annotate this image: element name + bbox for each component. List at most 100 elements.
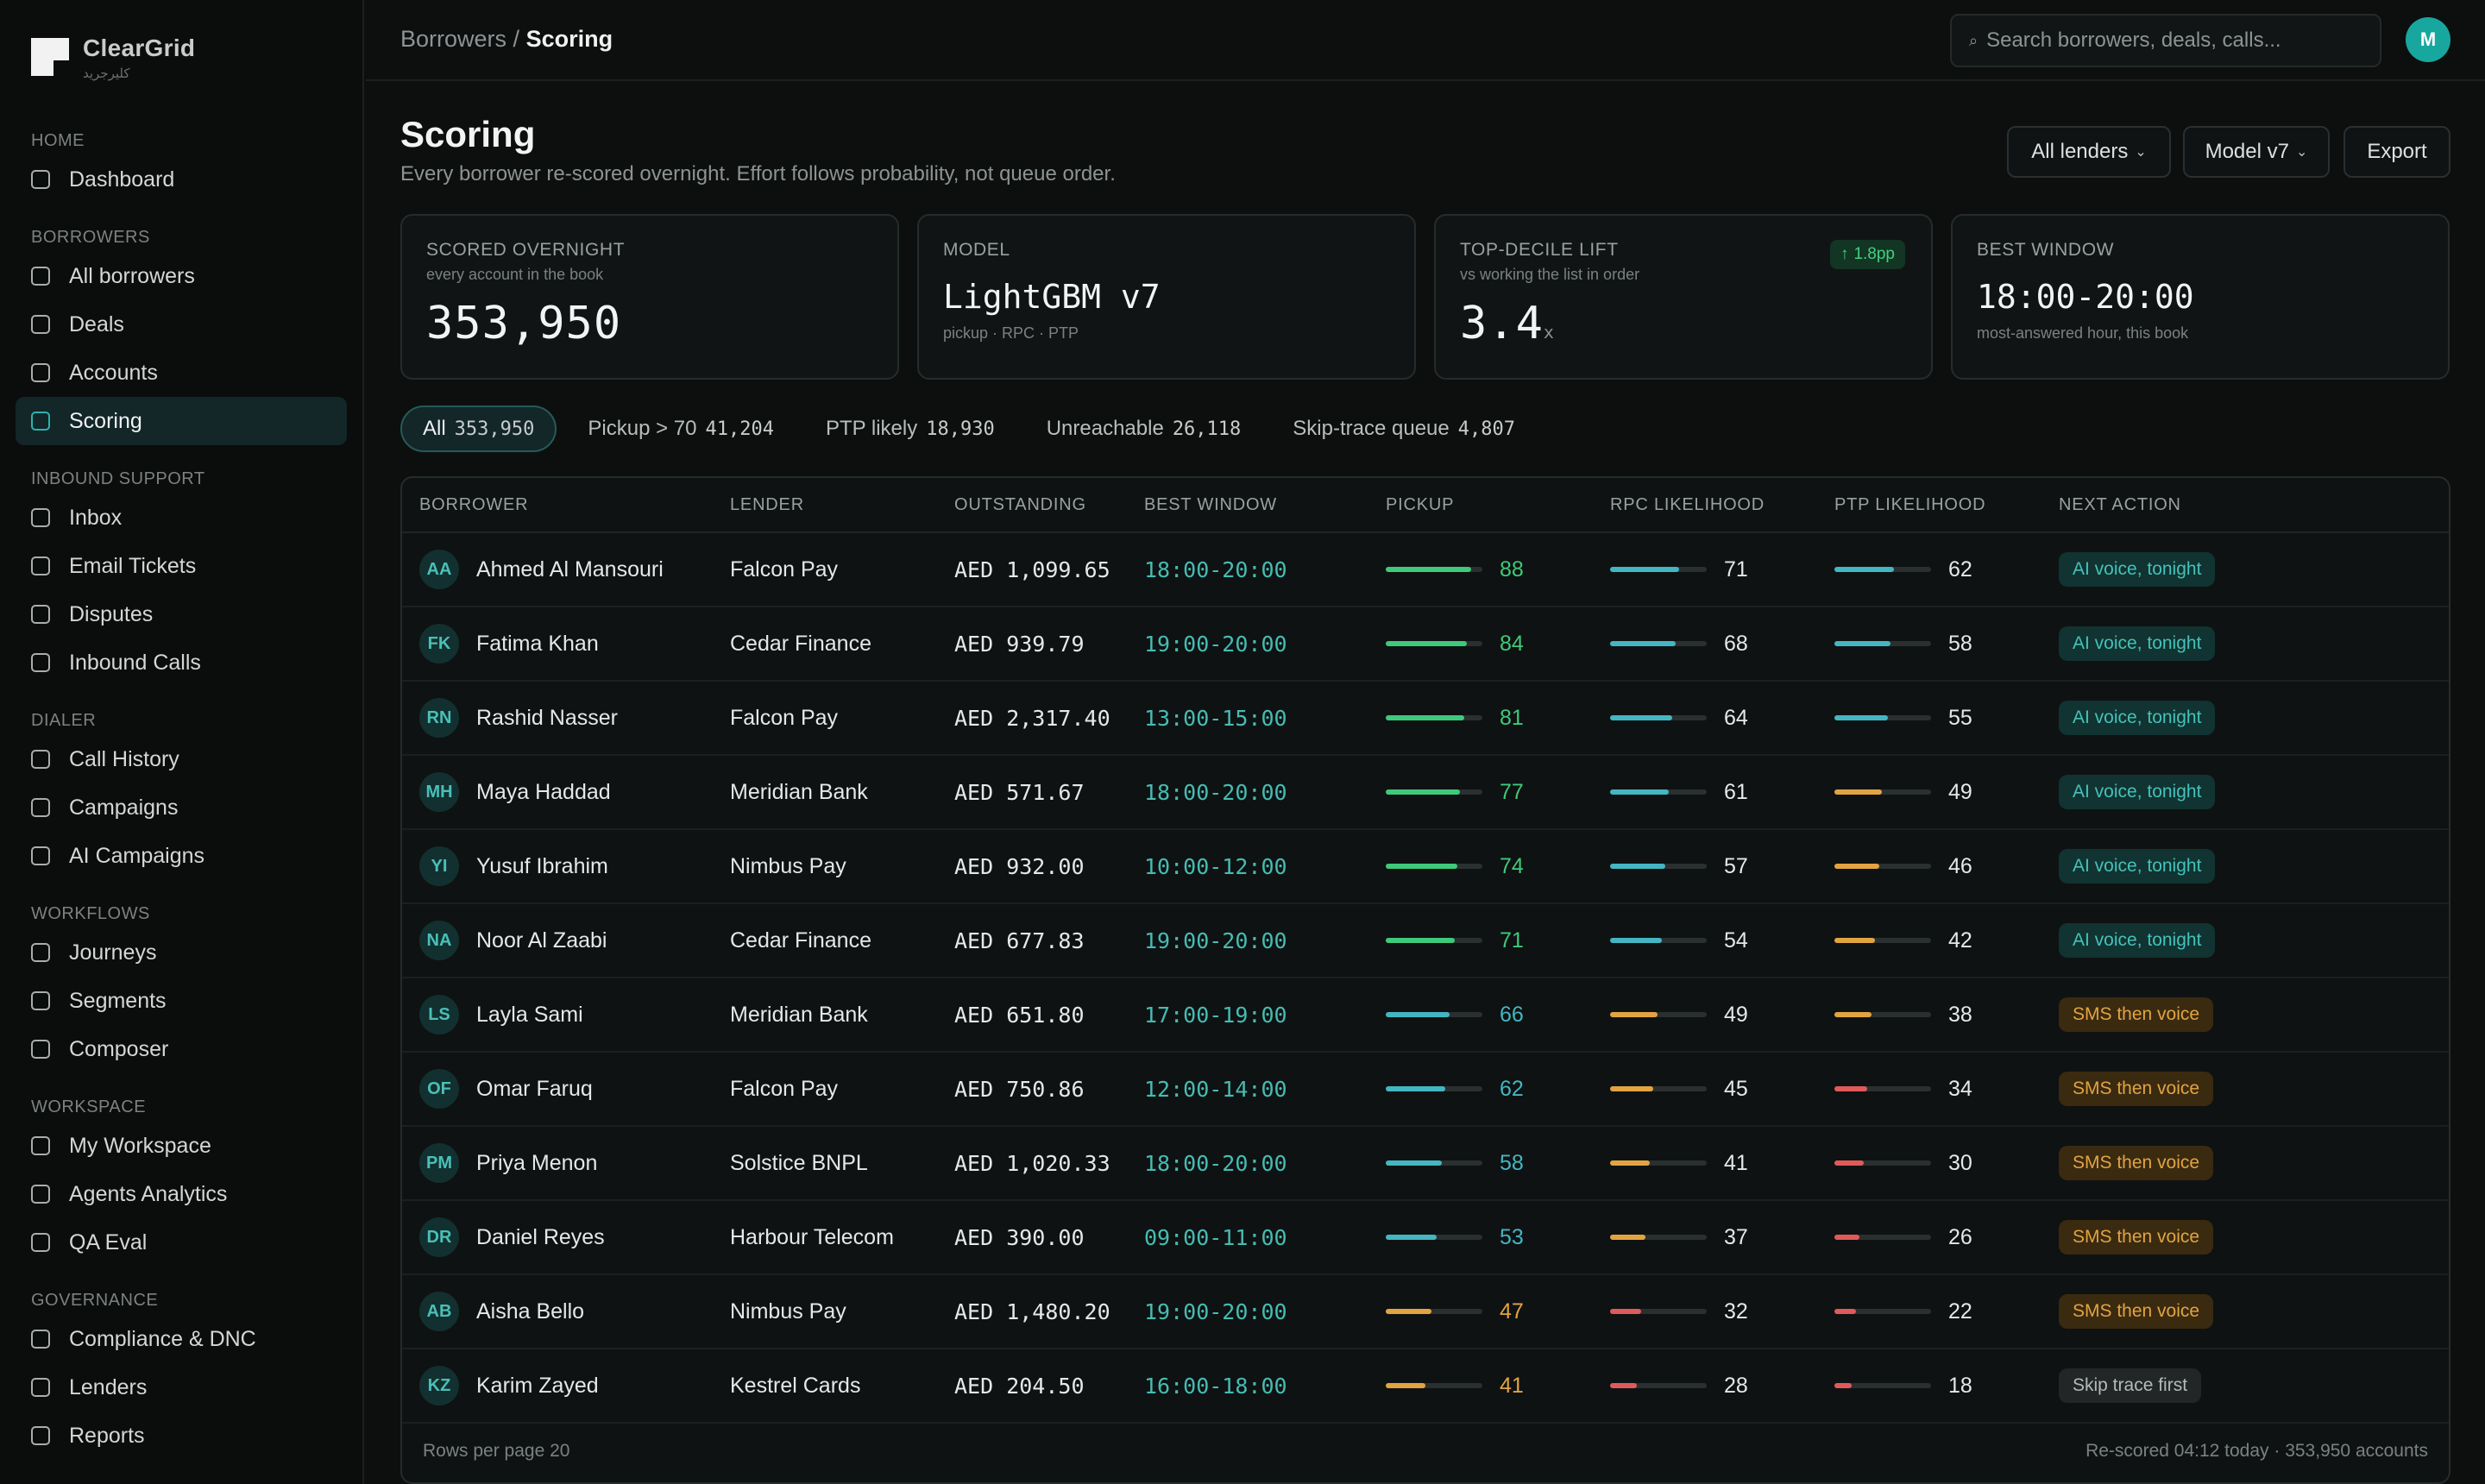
ptp-likelihood-value: 55 [1948, 705, 1972, 730]
column-header-next-action: NEXT ACTION [2059, 494, 2181, 514]
sidebar-item-qa-eval[interactable]: QA Eval [16, 1218, 347, 1267]
lender-cell: Falcon Pay [730, 556, 839, 582]
table-row[interactable]: MH Maya Haddad Meridian Bank AED 571.67 18:0… [402, 756, 2449, 830]
column-header-best-window: BEST WINDOW [1144, 494, 1277, 514]
borrower-name[interactable]: Noor Al Zaabi [476, 928, 607, 953]
sidebar-item-inbound-calls[interactable]: Inbound Calls [16, 638, 347, 687]
borrower-name[interactable]: Maya Haddad [476, 779, 611, 804]
kpi-hint: pickup · RPC · PTP [943, 324, 1079, 342]
next-action-badge[interactable]: SMS then voice [2059, 997, 2214, 1032]
sidebar-item-accounts[interactable]: Accounts [16, 349, 347, 397]
filter-chip-unreachable[interactable]: Unreachable 26,118 [1026, 406, 1262, 452]
rows-per-page[interactable]: Rows per page 20 [423, 1441, 570, 1461]
sidebar-item-all-borrowers[interactable]: All borrowers [16, 252, 347, 300]
rpc-likelihood-bar-fill [1610, 1309, 1641, 1314]
checkbox-icon [31, 1378, 50, 1397]
borrower-name[interactable]: Rashid Nasser [476, 705, 618, 730]
next-action-badge[interactable]: SMS then voice [2059, 1072, 2214, 1106]
sidebar-item-disputes[interactable]: Disputes [16, 590, 347, 638]
sidebar-item-inbox[interactable]: Inbox [16, 494, 347, 542]
ptp-likelihood-value: 26 [1948, 1224, 1972, 1249]
sidebar-item-my-workspace[interactable]: My Workspace [16, 1122, 347, 1170]
sidebar-item-label: Compliance & DNC [69, 1326, 256, 1351]
sidebar-item-ai-campaigns[interactable]: AI Campaigns [16, 832, 347, 880]
ptp-likelihood: 58 [1834, 632, 2059, 657]
pickup: 81 [1386, 706, 1610, 731]
table-row[interactable]: DR Daniel Reyes Harbour Telecom AED 390.00 0… [402, 1201, 2449, 1275]
borrower-name[interactable]: Omar Faruq [476, 1076, 593, 1101]
borrower-name[interactable]: Aisha Bello [476, 1298, 585, 1324]
table-row[interactable]: LS Layla Sami Meridian Bank AED 651.80 17:00… [402, 978, 2449, 1053]
rpc-likelihood-value: 45 [1724, 1076, 1748, 1101]
table-row[interactable]: YI Yusuf Ibrahim Nimbus Pay AED 932.00 10:00… [402, 830, 2449, 904]
sidebar-item-scoring[interactable]: Scoring [16, 397, 347, 445]
filter-chip-all[interactable]: All 353,950 [400, 406, 557, 452]
user-avatar[interactable]: M [2406, 17, 2450, 62]
next-action-badge[interactable]: AI voice, tonight [2059, 775, 2216, 809]
sidebar-item-label: AI Campaigns [69, 843, 205, 868]
borrower-avatar: PM [419, 1143, 459, 1183]
borrower-name[interactable]: Ahmed Al Mansouri [476, 556, 664, 582]
sidebar-item-deals[interactable]: Deals [16, 300, 347, 349]
table-row[interactable]: OF Omar Faruq Falcon Pay AED 750.86 12:00-14… [402, 1053, 2449, 1127]
next-action-badge[interactable]: AI voice, tonight [2059, 552, 2216, 587]
borrower-name[interactable]: Yusuf Ibrahim [476, 853, 608, 878]
next-action-badge[interactable]: AI voice, tonight [2059, 923, 2216, 958]
table-row[interactable]: AB Aisha Bello Nimbus Pay AED 1,480.20 19:00… [402, 1275, 2449, 1349]
next-action-badge[interactable]: SMS then voice [2059, 1146, 2214, 1180]
model-dropdown[interactable]: Model v7 ⌄ [2183, 126, 2330, 178]
sidebar-item-reports[interactable]: Reports [16, 1412, 347, 1460]
cleargrid-logo-icon [31, 38, 69, 76]
filter-chip-ptp-likely[interactable]: PTP likely 18,930 [805, 406, 1016, 452]
borrower-name[interactable]: Karim Zayed [476, 1373, 599, 1398]
ptp-likelihood-bar-fill [1834, 715, 1888, 720]
sidebar-item-label: My Workspace [69, 1133, 211, 1158]
next-action-badge[interactable]: SMS then voice [2059, 1220, 2214, 1254]
sidebar-item-agents-analytics[interactable]: Agents Analytics [16, 1170, 347, 1218]
next-action-badge[interactable]: AI voice, tonight [2059, 626, 2216, 661]
next-action-badge[interactable]: AI voice, tonight [2059, 849, 2216, 883]
rpc-likelihood-value: 41 [1724, 1150, 1748, 1175]
lender-filter-dropdown[interactable]: All lenders ⌄ [2007, 126, 2171, 178]
sidebar-item-segments[interactable]: Segments [16, 977, 347, 1025]
outstanding-cell: AED 677.83 [954, 928, 1085, 953]
sidebar-item-compliance-dnc[interactable]: Compliance & DNC [16, 1315, 347, 1363]
next-action-badge[interactable]: SMS then voice [2059, 1294, 2214, 1329]
sidebar-item-email-tickets[interactable]: Email Tickets [16, 542, 347, 590]
table-row[interactable]: NA Noor Al Zaabi Cedar Finance AED 677.83 19… [402, 904, 2449, 978]
borrower-avatar: RN [419, 698, 459, 738]
lender-cell: Nimbus Pay [730, 853, 846, 878]
ptp-likelihood-bar-fill [1834, 789, 1882, 795]
borrower-name[interactable]: Priya Menon [476, 1150, 598, 1175]
rpc-likelihood-bar [1610, 789, 1707, 795]
lender-cell: Harbour Telecom [730, 1224, 894, 1249]
sidebar-item-lenders[interactable]: Lenders [16, 1363, 347, 1412]
borrower-name[interactable]: Layla Sami [476, 1002, 583, 1027]
chevron-down-icon: ⌄ [2135, 145, 2147, 160]
ptp-likelihood: 49 [1834, 780, 2059, 805]
table-row[interactable]: RN Rashid Nasser Falcon Pay AED 2,317.40 13:… [402, 682, 2449, 756]
sidebar-item-campaigns[interactable]: Campaigns [16, 783, 347, 832]
filter-chip-pickup-70[interactable]: Pickup > 70 41,204 [567, 406, 795, 452]
next-action-badge[interactable]: Skip trace first [2059, 1368, 2202, 1403]
sidebar-item-journeys[interactable]: Journeys [16, 928, 347, 977]
sidebar-item-dashboard[interactable]: Dashboard [16, 155, 347, 204]
next-action-badge[interactable]: AI voice, tonight [2059, 701, 2216, 735]
best-window-cell: 17:00-19:00 [1144, 1002, 1287, 1028]
breadcrumb-parent[interactable]: Borrowers [400, 26, 507, 52]
sidebar-item-composer[interactable]: Composer [16, 1025, 347, 1073]
table-row[interactable]: PM Priya Menon Solstice BNPL AED 1,020.33 18… [402, 1127, 2449, 1201]
borrower-name[interactable]: Daniel Reyes [476, 1224, 605, 1249]
search-input[interactable]: ⌕ Search borrowers, deals, calls... [1950, 14, 2381, 67]
filter-chip-skip-trace-queue[interactable]: Skip-trace queue 4,807 [1272, 406, 1536, 452]
sidebar-item-call-history[interactable]: Call History [16, 735, 347, 783]
pickup-bar-fill [1386, 1383, 1425, 1388]
borrower-name[interactable]: Fatima Khan [476, 631, 599, 656]
export-button[interactable]: Export [2343, 126, 2450, 178]
best-window-cell: 19:00-20:00 [1144, 1298, 1287, 1324]
rpc-likelihood-value: 64 [1724, 705, 1748, 730]
table-row[interactable]: FK Fatima Khan Cedar Finance AED 939.79 19:0… [402, 607, 2449, 682]
table-row[interactable]: KZ Karim Zayed Kestrel Cards AED 204.50 16:0… [402, 1349, 2449, 1424]
brand[interactable]: ClearGrid كليرجريد [31, 35, 195, 81]
table-row[interactable]: AA Ahmed Al Mansouri Falcon Pay AED 1,099.6… [402, 533, 2449, 607]
